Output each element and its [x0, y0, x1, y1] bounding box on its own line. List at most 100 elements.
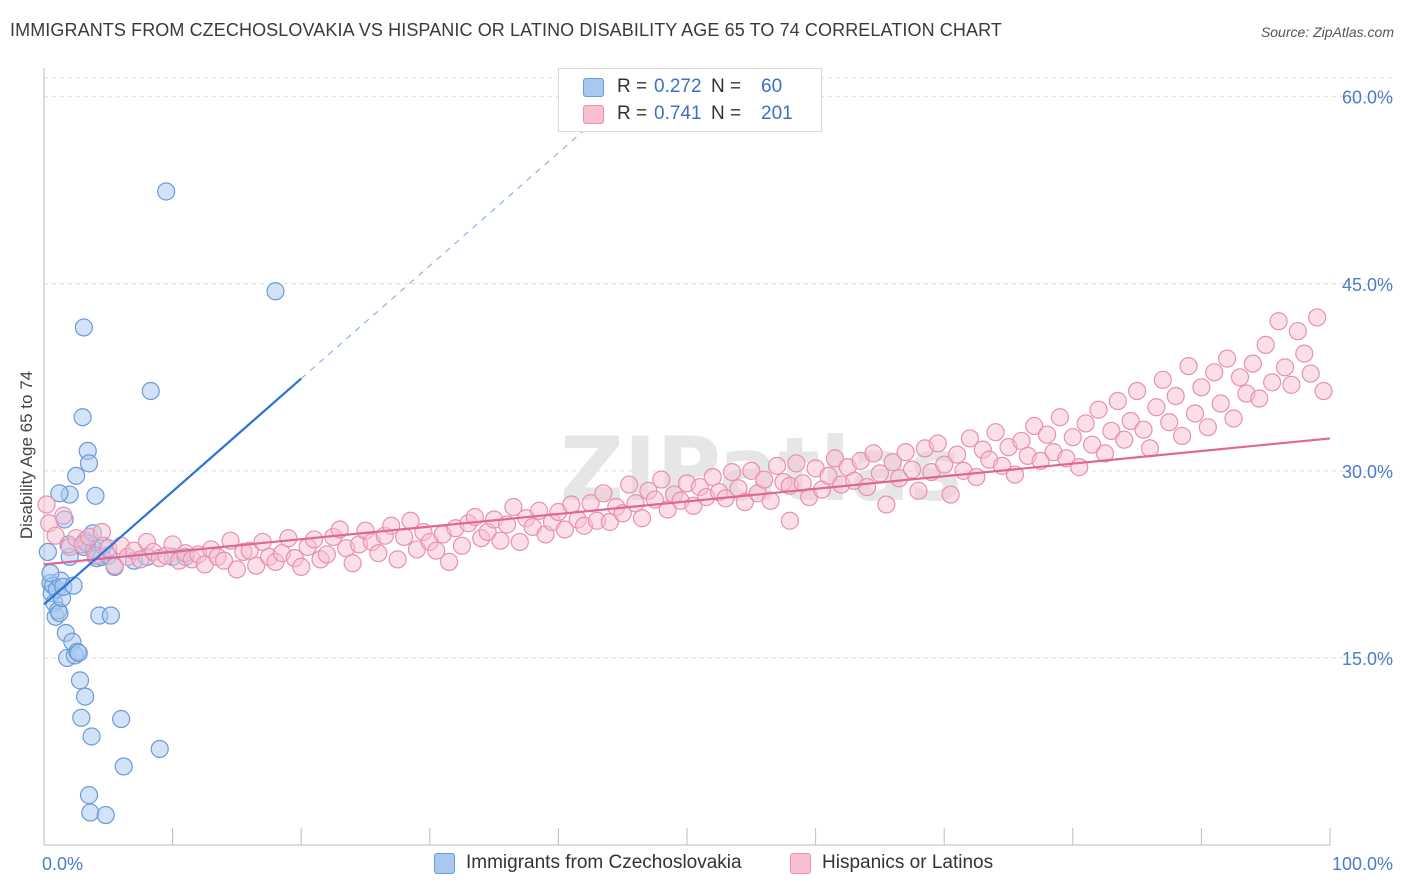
point-hispanic [620, 475, 639, 494]
point-hispanic [37, 495, 56, 514]
point-hispanic [427, 541, 446, 560]
y-tick-labels: 15.0% 30.0% 45.0% 60.0% [1342, 88, 1393, 669]
chart-title: IMMIGRANTS FROM CZECHOSLOVAKIA VS HISPAN… [10, 20, 1002, 40]
point-hispanic [877, 495, 896, 514]
point-hispanic [279, 529, 298, 548]
point-hispanic [755, 470, 774, 489]
point-hispanic [735, 492, 754, 512]
point-hispanic [1031, 451, 1050, 470]
point-hispanic [658, 500, 677, 519]
point-hispanic [1230, 368, 1250, 387]
point-hispanic [1127, 381, 1147, 401]
stats-legend: R = 0.272 N = 60 R = 0.741 N = 201 [558, 68, 822, 132]
point-hispanic [864, 444, 883, 463]
point-hispanic [1063, 428, 1082, 447]
x-tick-label: 100.0% [1332, 854, 1393, 874]
point-czechoslovakia [41, 564, 60, 583]
point-hispanic [1308, 308, 1327, 327]
point-hispanic [1147, 398, 1166, 417]
point-czechoslovakia [150, 739, 169, 759]
point-czechoslovakia [50, 603, 69, 623]
point-hispanic [510, 532, 529, 552]
trend-line-czechoslovakia [43, 377, 302, 606]
point-hispanic [1173, 426, 1192, 446]
y-tick-label: 30.0% [1342, 462, 1393, 482]
point-czechoslovakia [112, 709, 131, 729]
legend-n-label: N = [711, 76, 742, 97]
point-hispanic [1121, 411, 1140, 431]
point-hispanic [292, 557, 311, 576]
point-hispanic [1256, 335, 1275, 354]
trend-line-hispanic [43, 437, 1331, 566]
point-hispanic [439, 552, 459, 571]
point-hispanic [555, 520, 574, 539]
point-czechoslovakia [266, 282, 285, 301]
y-tick-label: 60.0% [1342, 88, 1393, 108]
x-tick-labels: 0.0% 100.0% [42, 854, 1393, 874]
axes [43, 68, 1331, 846]
point-hispanic [1269, 312, 1288, 331]
point-hispanic [742, 461, 761, 480]
point-hispanic [1185, 404, 1205, 423]
point-hispanic [1301, 364, 1320, 383]
point-hispanic [1205, 363, 1224, 382]
point-hispanic [767, 456, 787, 475]
point-czechoslovakia [50, 484, 69, 503]
legend-r-label: R = [617, 103, 648, 124]
point-hispanic [1218, 349, 1237, 368]
point-hispanic [967, 467, 986, 487]
point-hispanic [960, 429, 980, 448]
point-czechoslovakia [81, 803, 100, 822]
legend-n-label: N = [711, 103, 742, 124]
point-hispanic [1102, 421, 1121, 441]
point-hispanic [1263, 373, 1282, 392]
point-hispanic [819, 466, 838, 485]
point-hispanic [825, 449, 844, 468]
point-hispanic [369, 544, 388, 563]
point-czechoslovakia [96, 805, 115, 825]
point-czechoslovakia [69, 643, 88, 663]
point-hispanic [330, 520, 349, 539]
point-czechoslovakia [74, 318, 93, 337]
point-czechoslovakia [72, 708, 91, 727]
point-hispanic [1160, 413, 1179, 432]
point-hispanic [1166, 386, 1185, 406]
point-hispanic [1012, 431, 1031, 451]
legend-r-value: 0.272 [654, 76, 702, 97]
point-hispanic [1082, 435, 1102, 454]
point-hispanic [1095, 444, 1115, 463]
point-hispanic [54, 506, 73, 525]
point-hispanic [652, 470, 671, 489]
trend-lines [43, 95, 1331, 606]
point-hispanic [1057, 449, 1076, 468]
legend-label-czechoslovakia: Immigrants from Czechoslovakia [466, 852, 742, 873]
point-hispanic [703, 467, 722, 487]
point-hispanic [247, 556, 266, 575]
point-hispanic [1179, 356, 1198, 376]
point-hispanic [1037, 425, 1057, 444]
point-hispanic [594, 484, 613, 503]
point-hispanic [1025, 416, 1044, 436]
point-hispanic [1115, 430, 1134, 449]
legend-row-czechoslovakia: R = 0.272 N = 60 [559, 73, 821, 101]
point-hispanic [890, 469, 909, 488]
point-hispanic [909, 481, 928, 500]
point-hispanic [1275, 358, 1295, 377]
point-hispanic [46, 526, 65, 545]
source-credit[interactable]: Source: ZipAtlas.com [1260, 24, 1394, 40]
legend-swatch-hispanic [790, 853, 811, 874]
point-hispanic [857, 477, 877, 497]
point-hispanic [240, 541, 259, 560]
y-axis-label: Disability Age 65 to 74 [17, 371, 36, 539]
point-hispanic [780, 511, 799, 530]
point-hispanic [1211, 394, 1230, 413]
legend-swatch-czechoslovakia [583, 78, 604, 97]
point-hispanic [491, 531, 510, 550]
point-hispanic [1089, 400, 1108, 419]
point-hispanic [1224, 409, 1243, 428]
point-hispanic [896, 443, 915, 462]
point-hispanic [1134, 420, 1153, 439]
point-hispanic [787, 454, 806, 473]
y-tick-label: 45.0% [1342, 275, 1393, 295]
